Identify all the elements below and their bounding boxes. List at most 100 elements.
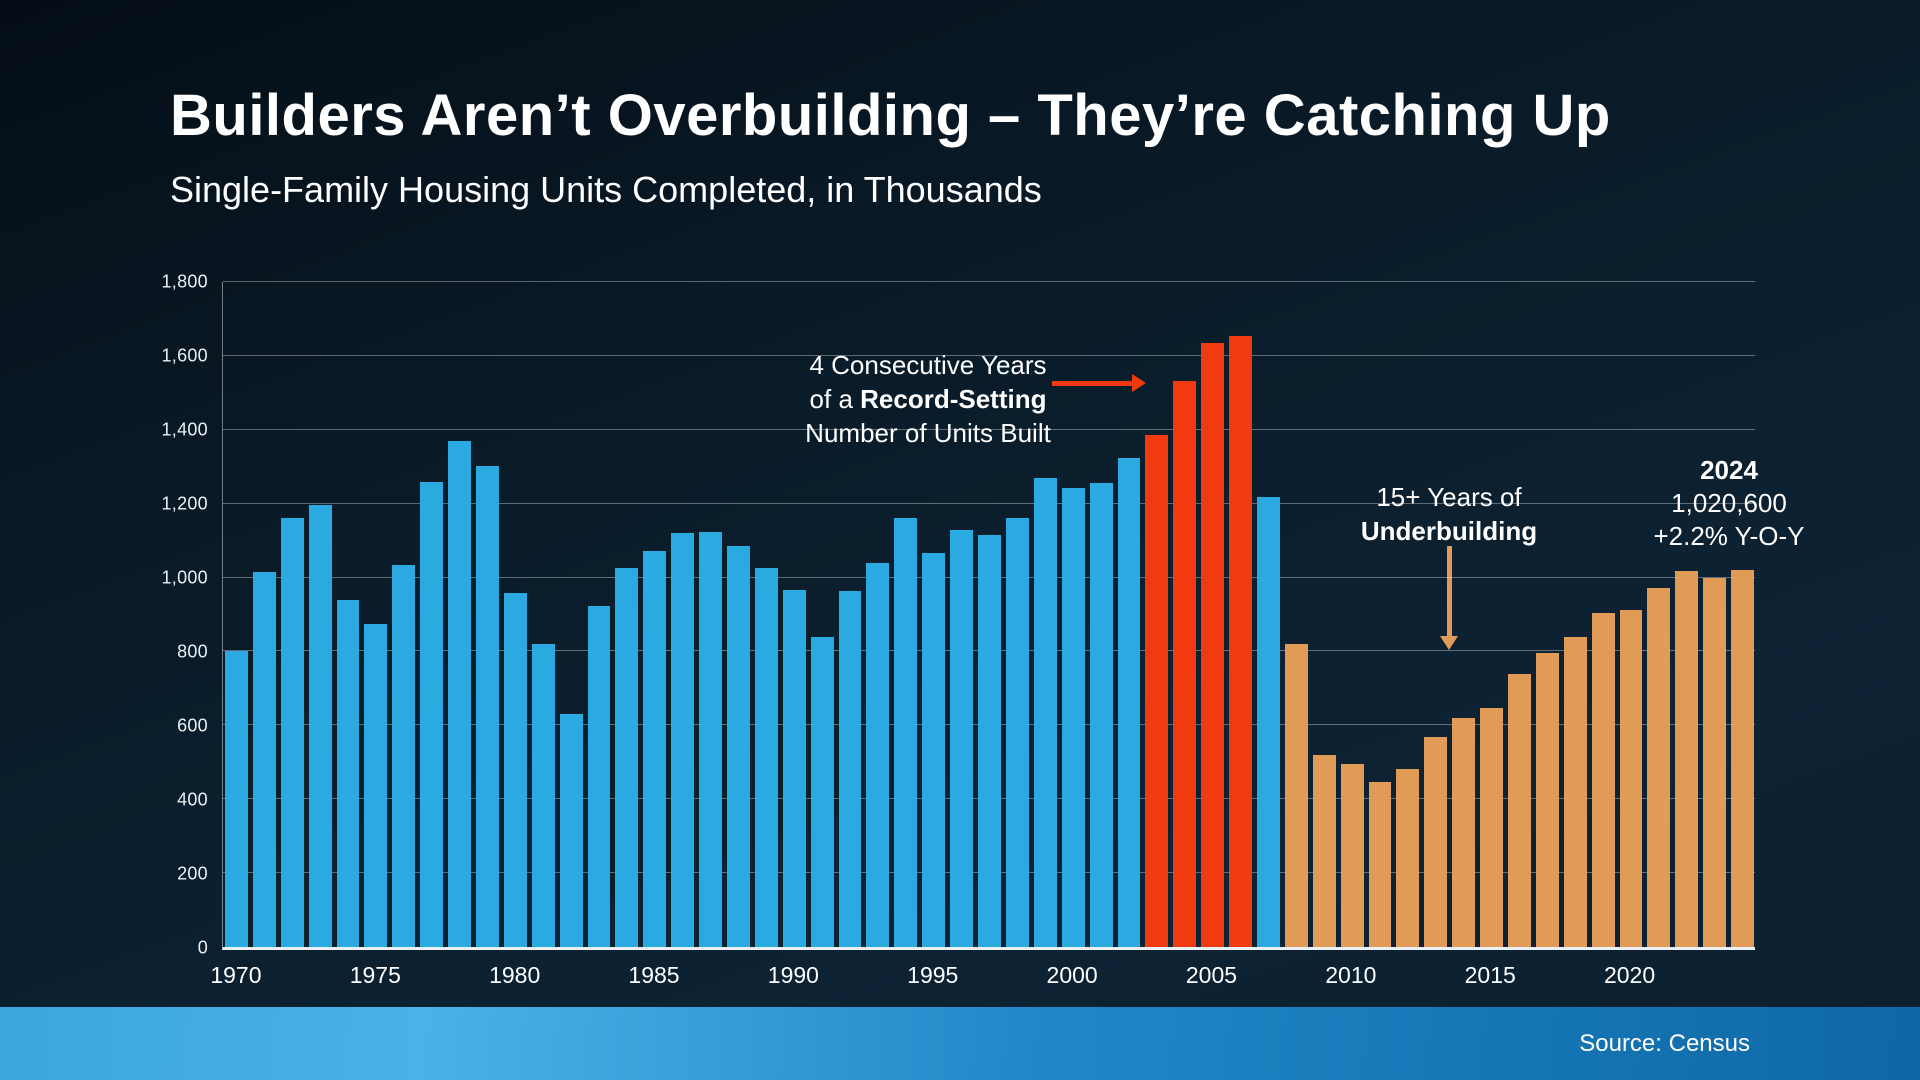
bar-1982 bbox=[559, 713, 583, 947]
bar-2005 bbox=[1201, 342, 1225, 947]
bar-2018 bbox=[1563, 636, 1587, 947]
x-axis-label: 1990 bbox=[767, 962, 819, 988]
bar-2000 bbox=[1061, 488, 1085, 947]
bar-2010 bbox=[1340, 763, 1364, 947]
bar-1991 bbox=[810, 637, 834, 947]
bar-1974 bbox=[336, 599, 360, 947]
bar-1976 bbox=[392, 565, 416, 947]
gridline bbox=[223, 502, 1755, 504]
y-axis-label: 1,800 bbox=[161, 271, 208, 292]
bar-1993 bbox=[866, 563, 890, 947]
y-axis-label: 400 bbox=[177, 789, 208, 810]
footer-bar: Source: Census bbox=[0, 1007, 1920, 1080]
y-axis: 0 200 400 600 800 1,000 1,200 1,400 1,600 1,800 bbox=[88, 272, 208, 958]
bar-2001 bbox=[1089, 482, 1113, 947]
annotation-record-setting: 4 Consecutive Years of a Record-Setting … bbox=[778, 348, 1078, 450]
bar-1980 bbox=[503, 593, 527, 947]
gridline bbox=[223, 428, 1755, 430]
y-axis-label: 0 bbox=[197, 937, 208, 958]
callout-yoy: +2.2% Y-O-Y bbox=[1653, 521, 1805, 551]
annotation-under-line2: Underbuilding bbox=[1360, 516, 1538, 546]
annotation-record-line1: 4 Consecutive Years bbox=[809, 350, 1047, 380]
bar-2009 bbox=[1312, 754, 1336, 947]
arrow-head bbox=[1440, 636, 1458, 650]
y-axis-label: 1,200 bbox=[161, 493, 208, 514]
bar-2014 bbox=[1452, 717, 1476, 947]
arrow-head bbox=[1132, 374, 1146, 392]
bar-1999 bbox=[1033, 477, 1057, 947]
annotation-underbuilding: 15+ Years of Underbuilding bbox=[1299, 480, 1599, 548]
bar-1972 bbox=[280, 518, 304, 947]
bar-1971 bbox=[252, 572, 276, 947]
bar-2023 bbox=[1703, 578, 1727, 947]
arrow-shaft bbox=[1052, 380, 1132, 386]
bar-1992 bbox=[838, 590, 862, 947]
source-credit: Source: Census bbox=[1579, 1029, 1750, 1057]
bar-1978 bbox=[448, 441, 472, 947]
callout-value: 1,020,600 bbox=[1671, 488, 1787, 518]
annotation-under-line1: 15+ Years of bbox=[1376, 482, 1522, 512]
bar-1979 bbox=[476, 466, 499, 947]
y-axis-label: 1,000 bbox=[161, 567, 208, 588]
page-subtitle: Single-Family Housing Units Completed, i… bbox=[170, 169, 1042, 210]
bar-1986 bbox=[671, 533, 695, 947]
x-axis-label: 2010 bbox=[1325, 962, 1377, 988]
x-axis-label: 1975 bbox=[349, 962, 401, 988]
annotation-record-line2: of a Record-Setting bbox=[809, 384, 1047, 414]
bar-1998 bbox=[1005, 518, 1029, 947]
bar-2011 bbox=[1368, 781, 1392, 947]
bar-2012 bbox=[1396, 768, 1420, 947]
bar-1985 bbox=[643, 550, 667, 947]
bar-1997 bbox=[978, 534, 1001, 947]
bar-2022 bbox=[1675, 570, 1699, 947]
bar-2019 bbox=[1591, 613, 1615, 947]
plot-area bbox=[222, 281, 1755, 950]
x-axis-label: 1980 bbox=[489, 962, 541, 988]
bar-1988 bbox=[727, 546, 750, 947]
bar-1973 bbox=[308, 504, 332, 947]
bar-2003 bbox=[1145, 434, 1169, 947]
bar-1970 bbox=[225, 650, 248, 947]
x-axis-label: 2015 bbox=[1464, 962, 1516, 988]
x-axis-label: 1970 bbox=[210, 962, 262, 988]
bar-2002 bbox=[1117, 457, 1141, 947]
annotation-2024-callout: 2024 1,020,600 +2.2% Y-O-Y bbox=[1609, 454, 1849, 553]
bar-2013 bbox=[1424, 736, 1448, 947]
bar-2024 bbox=[1731, 569, 1754, 947]
bar-2004 bbox=[1173, 381, 1197, 947]
bar-1987 bbox=[699, 532, 723, 947]
x-axis-label: 2005 bbox=[1185, 962, 1238, 988]
page-title: Builders Aren’t Overbuilding – They’re C… bbox=[170, 83, 1611, 148]
bar-1981 bbox=[531, 644, 555, 947]
record-arrow-icon bbox=[1052, 374, 1146, 392]
gridline bbox=[223, 354, 1755, 356]
bar-2021 bbox=[1647, 588, 1671, 947]
bar-1994 bbox=[894, 518, 918, 947]
x-axis-label: 1985 bbox=[628, 962, 680, 988]
bar-2007 bbox=[1256, 497, 1280, 947]
bar-1990 bbox=[782, 590, 806, 947]
x-axis-label: 1995 bbox=[907, 962, 959, 988]
annotation-record-line3: Number of Units Built bbox=[805, 418, 1051, 448]
bar-series bbox=[224, 282, 1755, 947]
bar-1977 bbox=[420, 482, 444, 947]
bar-2006 bbox=[1229, 335, 1252, 947]
bar-2008 bbox=[1284, 644, 1308, 947]
x-axis-label: 2020 bbox=[1603, 962, 1656, 988]
y-axis-label: 200 bbox=[177, 863, 208, 884]
callout-year: 2024 bbox=[1700, 455, 1758, 485]
bar-2017 bbox=[1535, 653, 1559, 947]
header: Builders Aren’t Overbuilding – They’re C… bbox=[170, 82, 1611, 211]
bar-1984 bbox=[615, 568, 639, 947]
y-axis-label: 1,600 bbox=[161, 345, 208, 366]
bar-1995 bbox=[922, 553, 946, 947]
bar-1996 bbox=[950, 529, 974, 947]
bar-2020 bbox=[1619, 610, 1643, 947]
underbuilding-arrow-icon bbox=[1438, 546, 1460, 650]
y-axis-label: 600 bbox=[177, 715, 208, 736]
bar-1983 bbox=[587, 605, 611, 947]
y-axis-label: 1,400 bbox=[161, 419, 208, 440]
gridline bbox=[223, 281, 1755, 282]
x-axis-label: 2000 bbox=[1046, 962, 1098, 988]
